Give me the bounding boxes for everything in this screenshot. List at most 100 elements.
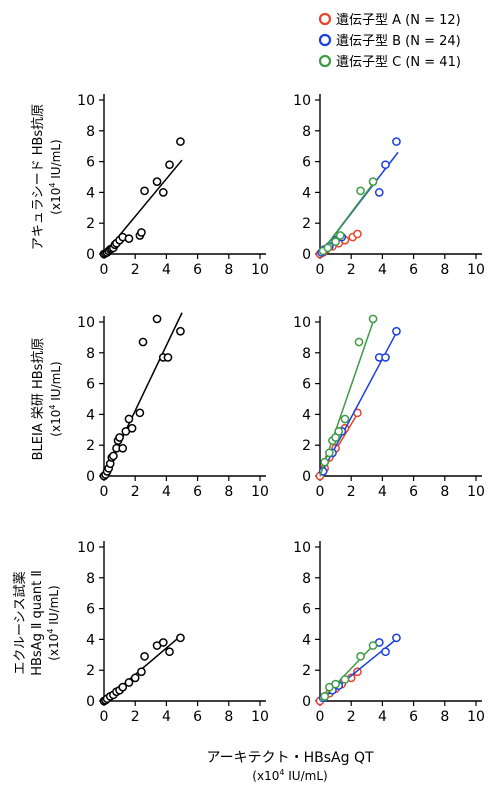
panel-r2c1-all-point bbox=[163, 353, 173, 362]
row3-ylabel-unit: (x104 IU/mL) bbox=[46, 585, 61, 660]
panel-r2c1-all-point bbox=[124, 414, 134, 424]
legend-marker-a bbox=[318, 12, 332, 26]
panel-r1c2-y-tick-label: 2 bbox=[302, 216, 311, 232]
panel-r1c2-x-tick-label: 8 bbox=[440, 262, 449, 278]
panel-r2c1-y-tick-label: 2 bbox=[86, 438, 95, 454]
panel-r2c1-x-tick-label: 8 bbox=[224, 484, 233, 500]
legend-label-b: 遺伝子型 B (N = 24) bbox=[336, 34, 461, 49]
panel-r3c2-series-c-point bbox=[320, 692, 330, 701]
panel-r2c1-y-tick-label: 4 bbox=[86, 407, 95, 423]
legend-item-c: 遺伝子型 C (N = 41) bbox=[318, 54, 461, 70]
panel-r3c2-y-tick-label: 0 bbox=[302, 694, 311, 710]
panel-r3c2-y-tick-label: 2 bbox=[302, 663, 311, 679]
row3-ylabel-text2: HBsAg Ⅱ quant Ⅱ bbox=[30, 570, 45, 676]
panel-r3c2-series-c-point bbox=[340, 675, 350, 684]
panel-r1c2-x-tick-label: 0 bbox=[316, 262, 325, 278]
panel-r2c2-y-tick-label: 4 bbox=[302, 407, 311, 423]
panel-r3c2-series-c-point bbox=[368, 641, 378, 650]
panel-r1c2-y-tick-label: 8 bbox=[302, 124, 311, 140]
panel-r2c1-all-point bbox=[176, 326, 185, 336]
panel-r3c1-y-tick-label: 10 bbox=[77, 540, 95, 556]
panel-r1c2-series-b-point bbox=[374, 188, 384, 197]
panel-r2c1-y-tick-label: 0 bbox=[86, 469, 95, 485]
panel-r1c1-y-tick-label: 0 bbox=[86, 247, 95, 263]
panel-r1c2-x-tick-label: 6 bbox=[409, 262, 418, 278]
legend-item-b: 遺伝子型 B (N = 24) bbox=[318, 33, 461, 49]
legend: 遺伝子型 A (N = 12) 遺伝子型 B (N = 24) 遺伝子型 C (… bbox=[318, 12, 461, 70]
row1-ylabel-text: アキュラシード HBs抗原 bbox=[31, 104, 46, 250]
legend-marker-b bbox=[318, 33, 332, 47]
legend-marker-c bbox=[318, 54, 332, 68]
panels: 0 2 4 6 8 10 0 2 4 6 8 10 0 2 4 6 8 10 0 2 4 6 8 10 0 2 4 6 8 10 0 2 4 6 8… bbox=[77, 93, 485, 725]
panel-r1c1-x-tick-label: 10 bbox=[251, 262, 269, 278]
panel-r1c2-x-tick-label: 4 bbox=[378, 262, 387, 278]
panel-r2c2-y-tick-label: 10 bbox=[293, 315, 311, 331]
panel-r2c2-x-tick-label: 0 bbox=[316, 484, 325, 500]
panel-r3c1-y-tick-label: 4 bbox=[86, 632, 95, 648]
panel-r2c1-all-point bbox=[152, 314, 162, 324]
panel-r3c1-y-tick-label: 6 bbox=[86, 602, 95, 618]
panel-r2c1-x-tick-label: 6 bbox=[193, 484, 202, 500]
panel-r1c1-all-point bbox=[140, 186, 149, 196]
panel-r2c2-series-c-point bbox=[368, 314, 378, 324]
panel-r2c1-x-tick-label: 4 bbox=[162, 484, 171, 500]
panel-r2c2-series-c-point bbox=[354, 337, 364, 347]
panel-r1c1-y-tick-label: 2 bbox=[86, 216, 95, 232]
panel-r1c1-all-point bbox=[158, 188, 168, 197]
panel-r1c1-all-point bbox=[152, 177, 162, 186]
panel-r3c2: 0 2 4 6 8 10 0 2 4 6 8 10 bbox=[293, 540, 485, 725]
panel-r2c2-y-tick-label: 6 bbox=[302, 377, 311, 393]
panel-r3c2-series-c-point bbox=[331, 679, 340, 689]
panel-r2c2-x-tick-label: 8 bbox=[440, 484, 449, 500]
panel-r3c1-all-point bbox=[118, 682, 128, 692]
panel-r1c2-x-tick-label: 2 bbox=[347, 262, 356, 278]
panel-r3c2-x-tick-label: 10 bbox=[467, 709, 485, 725]
panel-r3c2-x-tick-label: 4 bbox=[378, 709, 387, 725]
panel-r3c1-all-point bbox=[137, 667, 146, 677]
panel-r3c2-x-tick-label: 2 bbox=[347, 709, 356, 725]
panel-r2c1-all-point bbox=[115, 433, 124, 442]
panel-r1c2-series-c-point bbox=[356, 186, 365, 196]
panel-r2c2-y-tick-label: 2 bbox=[302, 438, 311, 454]
panel-r1c2-y-tick-label: 6 bbox=[302, 155, 311, 171]
panel-r2c1-y-tick-label: 8 bbox=[86, 346, 95, 362]
panel-r1c1-all-point bbox=[124, 234, 134, 243]
panel-r1c2-series-a-point bbox=[353, 229, 362, 239]
panel-r3c1: 0 2 4 6 8 10 0 2 4 6 8 10 bbox=[77, 540, 269, 725]
x-axis-label-line1: アーキテクト・HBsAg QT bbox=[206, 750, 374, 766]
panel-r3c1-all-point bbox=[124, 678, 134, 687]
row2-ylabel-text: BLEIA 栄研 HBs抗原 bbox=[31, 338, 46, 461]
panel-r1c1-x-tick-label: 6 bbox=[193, 262, 202, 278]
panel-r3c1-all-point bbox=[158, 638, 168, 647]
panel-r1c2-y-tick-label: 0 bbox=[302, 247, 311, 263]
row2-ylabel-unit: (x104 IU/mL) bbox=[48, 361, 63, 436]
panel-r2c1-all-point bbox=[135, 408, 145, 418]
panel-r2c2-x-tick-label: 2 bbox=[347, 484, 356, 500]
legend-label-c: 遺伝子型 C (N = 41) bbox=[336, 55, 461, 70]
row1-ylabel: アキュラシード HBs抗原 (x104 IU/mL) bbox=[31, 104, 63, 250]
panel-r2c1-all-point bbox=[138, 337, 148, 347]
panel-r3c1-y-tick-label: 0 bbox=[86, 694, 95, 710]
panel-r3c2-y-tick-label: 4 bbox=[302, 632, 311, 648]
panel-r1c2-series-c-fit-line bbox=[319, 181, 376, 255]
panel-r1c2-series-c-point bbox=[335, 231, 345, 240]
panel-r2c2-series-b-point bbox=[392, 326, 401, 336]
panel-r2c2-series-c-point bbox=[340, 414, 350, 424]
row1-ylabel-unit: (x104 IU/mL) bbox=[48, 139, 63, 214]
panel-r3c1-all-point bbox=[140, 651, 149, 661]
panel-r2c1: 0 2 4 6 8 10 0 2 4 6 8 10 bbox=[77, 312, 269, 500]
panel-r1c1-x-tick-label: 8 bbox=[224, 262, 233, 278]
x-axis-label: アーキテクト・HBsAg QT (x104 IU/mL) bbox=[206, 750, 374, 783]
panel-r1c1-y-tick-label: 6 bbox=[86, 155, 95, 171]
panel-r1c1-y-tick-label: 8 bbox=[86, 124, 95, 140]
panel-r2c2-series-c-point bbox=[334, 426, 344, 436]
panel-r1c1-all-point bbox=[176, 137, 185, 146]
panel-r2c1-all-point bbox=[109, 451, 118, 461]
panel-r2c2-x-tick-label: 4 bbox=[378, 484, 387, 500]
panel-r3c1-x-tick-label: 6 bbox=[193, 709, 202, 725]
panel-r3c2-y-tick-label: 10 bbox=[293, 540, 311, 556]
panel-r1c2-series-c-point bbox=[331, 237, 340, 247]
panel-r2c2-series-c-point bbox=[320, 457, 330, 467]
panel-r1c2-series-b-point bbox=[392, 137, 401, 146]
